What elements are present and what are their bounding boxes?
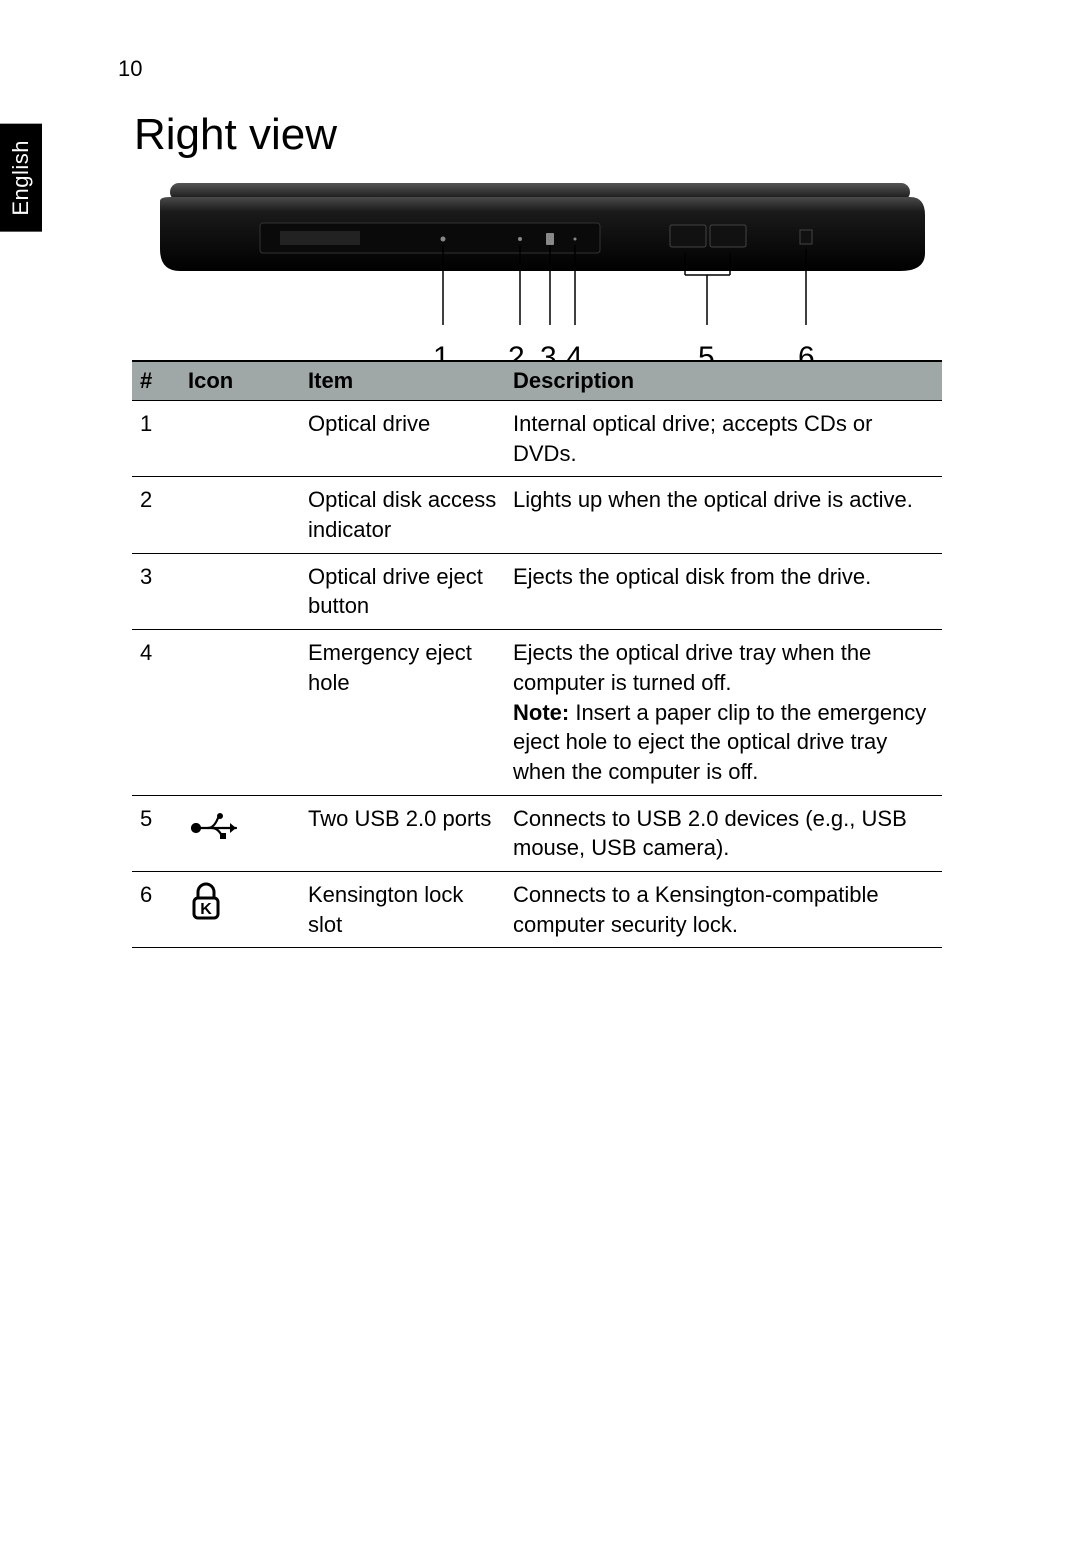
cell-icon: K	[180, 871, 300, 947]
kensington-lock-icon: K	[188, 882, 224, 922]
cell-item: Optical drive	[300, 401, 505, 477]
cell-num: 1	[132, 401, 180, 477]
cell-description: Internal optical drive; accepts CDs or D…	[505, 401, 942, 477]
desc-pre: Ejects the optical drive tray when the c…	[513, 640, 871, 695]
table-row: 2 Optical disk access indicator Lights u…	[132, 477, 942, 553]
usb-icon	[188, 806, 248, 842]
cell-description: Connects to USB 2.0 devices (e.g., USB m…	[505, 795, 942, 871]
cell-num: 3	[132, 553, 180, 629]
table-row: 1 Optical drive Internal optical drive; …	[132, 401, 942, 477]
svg-text:K: K	[200, 901, 212, 918]
ports-table: # Icon Item Description 1 Optical drive …	[132, 360, 942, 948]
cell-item: Kensington lock slot	[300, 871, 505, 947]
cell-description: Connects to a Kensington-compatible comp…	[505, 871, 942, 947]
section-title: Right view	[134, 110, 337, 160]
table-header-row: # Icon Item Description	[132, 361, 942, 401]
header-icon: Icon	[180, 361, 300, 401]
laptop-side-illustration	[150, 175, 950, 335]
cell-icon	[180, 630, 300, 795]
cell-item: Optical drive eject button	[300, 553, 505, 629]
desc-note-label: Note:	[513, 700, 569, 725]
cell-icon	[180, 795, 300, 871]
header-num: #	[132, 361, 180, 401]
cell-num: 6	[132, 871, 180, 947]
table-row: 3 Optical drive eject button Ejects the …	[132, 553, 942, 629]
table-row: 4 Emergency eject hole Ejects the optica…	[132, 630, 942, 795]
desc-note: Insert a paper clip to the emergency eje…	[513, 700, 926, 784]
table-row: 5 Two USB 2.0 ports	[132, 795, 942, 871]
cell-item: Two USB 2.0 ports	[300, 795, 505, 871]
cell-icon	[180, 553, 300, 629]
cell-num: 4	[132, 630, 180, 795]
cell-icon	[180, 401, 300, 477]
cell-item: Optical disk access indicator	[300, 477, 505, 553]
cell-num: 2	[132, 477, 180, 553]
cell-num: 5	[132, 795, 180, 871]
cell-description: Lights up when the optical drive is acti…	[505, 477, 942, 553]
language-tab: English	[0, 124, 42, 232]
cell-icon	[180, 477, 300, 553]
header-item: Item	[300, 361, 505, 401]
cell-description: Ejects the optical drive tray when the c…	[505, 630, 942, 795]
table-row: 6 K Kensington lock slot Connects to a K…	[132, 871, 942, 947]
right-view-diagram: 1 2 3 4 5 6	[150, 175, 950, 375]
cell-description: Ejects the optical disk from the drive.	[505, 553, 942, 629]
page-number: 10	[118, 56, 142, 82]
header-description: Description	[505, 361, 942, 401]
cell-item: Emergency eject hole	[300, 630, 505, 795]
